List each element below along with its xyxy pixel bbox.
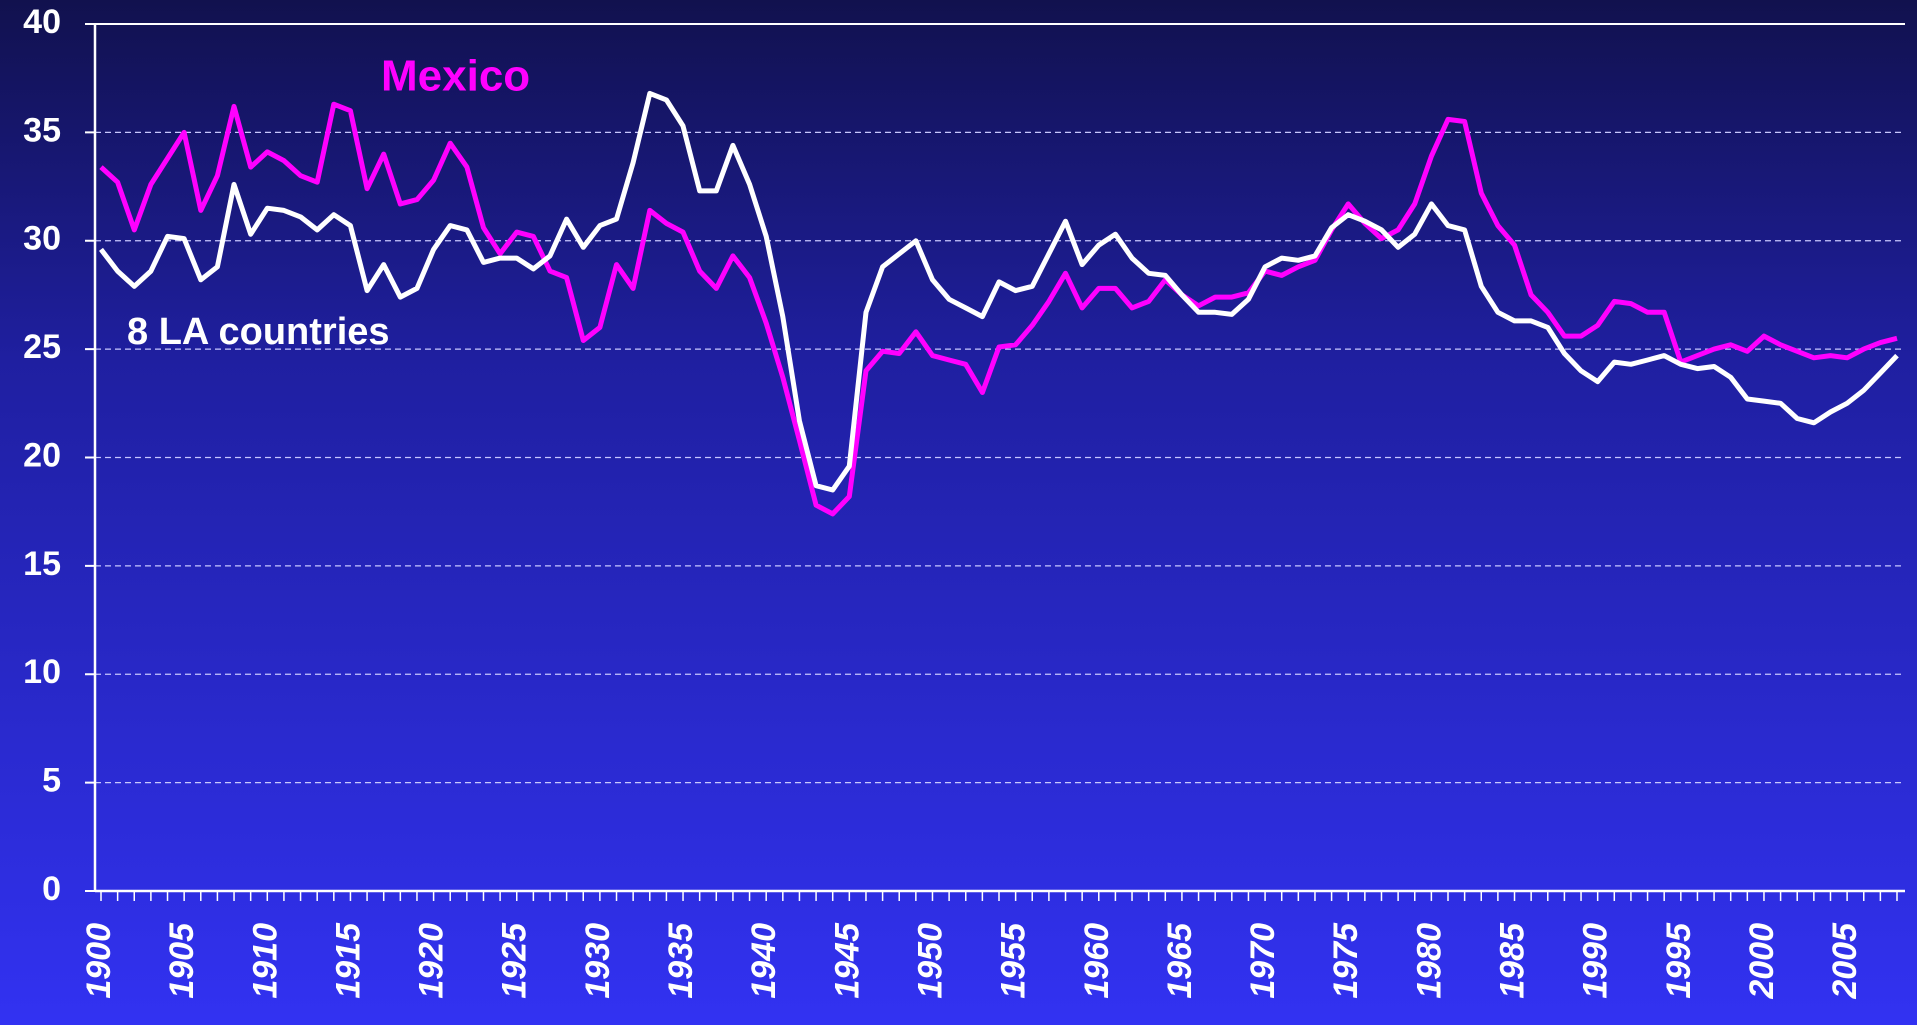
x-tick-label: 1915 bbox=[329, 922, 367, 999]
x-tick-label: 2000 bbox=[1743, 923, 1781, 1000]
x-tick-label: 1960 bbox=[1078, 923, 1116, 999]
x-tick-label: 1940 bbox=[745, 923, 783, 999]
series-line bbox=[99, 90, 1899, 493]
x-tick-label: 1935 bbox=[662, 922, 700, 999]
series-label: 8 LA countries bbox=[127, 311, 390, 353]
x-tick-label: 1925 bbox=[496, 922, 534, 999]
y-tick-label: 5 bbox=[42, 762, 61, 800]
y-tick-label: 10 bbox=[23, 653, 61, 691]
x-tick-label: 1985 bbox=[1494, 922, 1532, 999]
y-tick-label: 40 bbox=[23, 3, 61, 41]
x-tick-label: 2005 bbox=[1826, 922, 1864, 1000]
x-tick-label: 1930 bbox=[579, 923, 617, 999]
x-tick-label: 1950 bbox=[911, 923, 949, 999]
x-tick-label: 1920 bbox=[413, 923, 451, 999]
y-tick-label: 0 bbox=[42, 870, 61, 908]
x-tick-label: 1970 bbox=[1244, 923, 1282, 999]
x-tick-label: 1980 bbox=[1410, 923, 1448, 999]
x-tick-label: 1975 bbox=[1327, 922, 1365, 999]
y-tick-label: 25 bbox=[23, 328, 61, 366]
x-tick-label: 1955 bbox=[995, 922, 1033, 999]
x-tick-label: 1945 bbox=[828, 922, 866, 999]
x-tick-label: 1995 bbox=[1660, 922, 1698, 999]
x-tick-label: 1905 bbox=[163, 922, 201, 999]
series-label: Mexico bbox=[381, 52, 530, 101]
x-tick-label: 1990 bbox=[1577, 923, 1615, 999]
x-tick-label: 1900 bbox=[80, 923, 118, 999]
y-tick-label: 15 bbox=[23, 545, 61, 583]
y-tick-label: 30 bbox=[23, 220, 61, 258]
x-tick-label: 1965 bbox=[1161, 922, 1199, 999]
x-tick-label: 1910 bbox=[246, 923, 284, 999]
y-tick-label: 35 bbox=[23, 111, 61, 149]
y-tick-label: 20 bbox=[23, 436, 61, 474]
series-line bbox=[99, 101, 1898, 517]
